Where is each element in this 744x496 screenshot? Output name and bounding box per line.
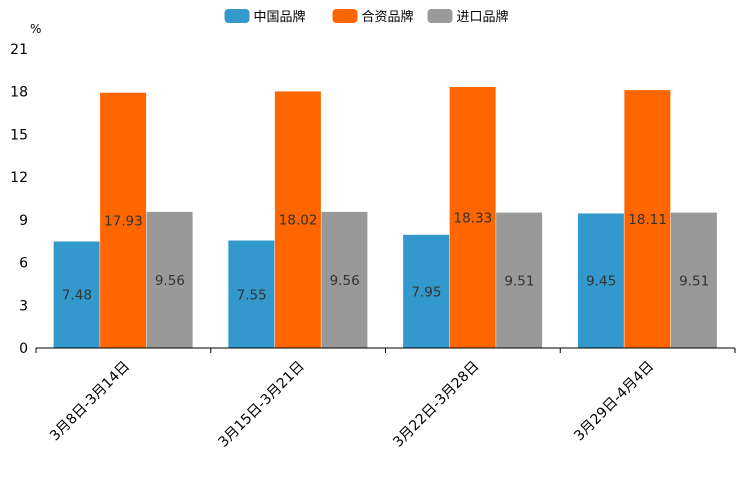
bar <box>670 212 717 348</box>
bar <box>403 234 450 348</box>
bar <box>274 91 321 348</box>
bar <box>449 87 496 348</box>
bar <box>100 92 147 348</box>
legend-item[interactable]: 合资品牌 <box>332 9 414 25</box>
legend: 中国品牌 合资品牌 进口品牌 <box>224 9 509 25</box>
y-tick-label: 6 <box>19 256 28 272</box>
y-tick-label: 12 <box>10 170 28 186</box>
bars <box>53 87 717 348</box>
bar <box>496 212 543 348</box>
x-category-label: 3月15日-3月21日 <box>215 358 307 450</box>
y-tick-label: 3 <box>19 298 28 314</box>
bar <box>577 213 624 348</box>
y-tick-label: 15 <box>10 127 28 143</box>
y-tick-label: 0 <box>19 341 28 357</box>
bar <box>624 90 671 348</box>
legend-swatch <box>427 9 453 23</box>
bar-value-label: 7.95 <box>411 284 441 300</box>
bar <box>228 240 275 348</box>
data-labels: 7.48 17.93 9.56 7.55 18.02 9.56 7.95 18.33 9.51 9… <box>62 211 709 304</box>
x-category-label: 3月29日-4月4日 <box>571 358 657 444</box>
bar-value-label: 9.56 <box>330 273 360 289</box>
legend-label: 中国品牌 <box>254 9 306 25</box>
x-category-label: 3月8日-3月14日 <box>47 358 133 444</box>
legend-label: 进口品牌 <box>457 9 509 25</box>
bar-value-label: 9.45 <box>586 274 616 290</box>
legend-item[interactable]: 进口品牌 <box>427 9 509 25</box>
y-tick-label: 18 <box>10 85 28 101</box>
x-axis-labels: 3月8日-3月14日 3月15日-3月21日 3月22日-3月28日 3月29日-4月… <box>47 358 657 450</box>
bar-value-label: 17.93 <box>104 213 143 229</box>
bar-value-label: 9.56 <box>155 273 185 289</box>
y-axis-ticks: 0 3 6 9 12 15 18 21 <box>10 42 28 357</box>
legend-label: 合资品牌 <box>362 9 414 25</box>
x-category-label: 3月22日-3月28日 <box>390 358 482 450</box>
y-tick-label: 21 <box>10 42 28 58</box>
legend-swatch <box>224 9 250 23</box>
bar-value-label: 18.33 <box>454 211 493 227</box>
legend-swatch <box>332 9 358 23</box>
bar-value-label: 9.51 <box>504 273 534 289</box>
bar-value-label: 18.02 <box>279 213 318 229</box>
bar-value-label: 18.11 <box>628 212 667 228</box>
bar <box>321 211 368 348</box>
bar-value-label: 7.48 <box>62 288 92 304</box>
bar-value-label: 7.55 <box>237 287 267 303</box>
bar <box>146 211 193 348</box>
y-tick-label: 9 <box>19 213 28 229</box>
bar-value-label: 9.51 <box>679 273 709 289</box>
y-axis-unit: % <box>30 22 41 36</box>
x-axis <box>35 347 736 353</box>
legend-item[interactable]: 中国品牌 <box>224 9 306 25</box>
bar <box>53 241 100 348</box>
